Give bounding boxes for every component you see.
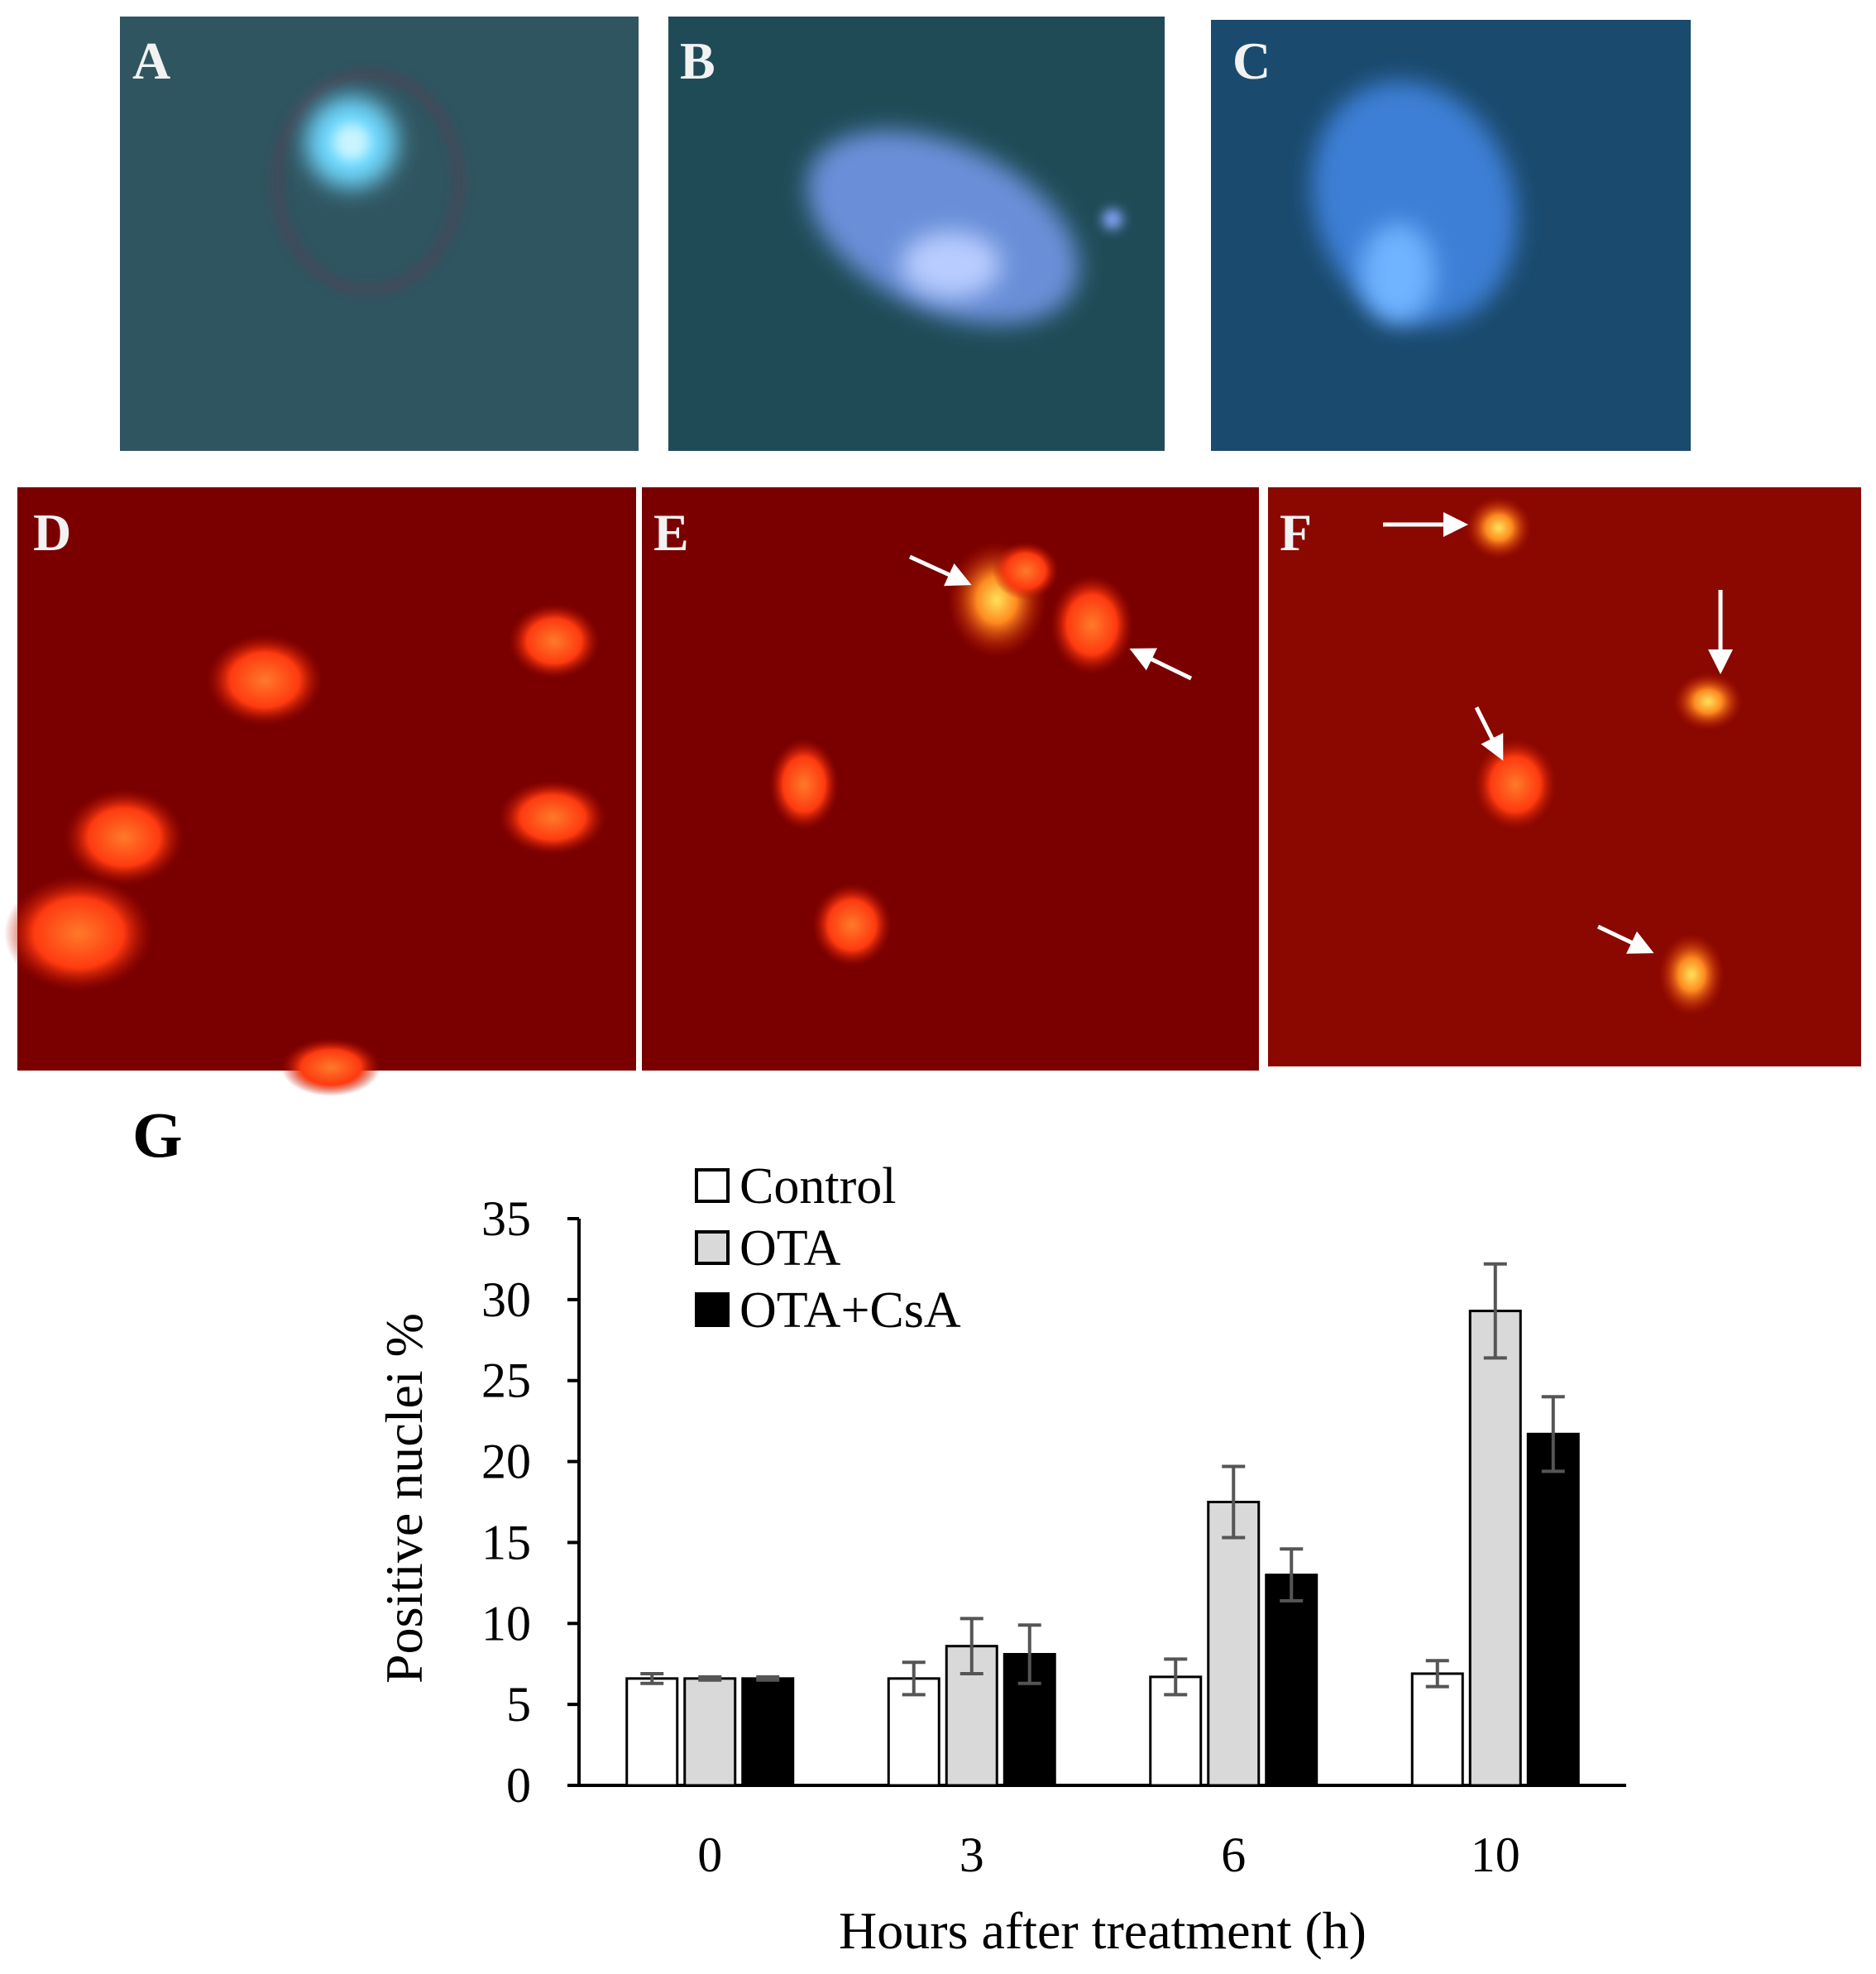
micrograph-e: E [642, 487, 1259, 1071]
bar [1526, 1432, 1580, 1787]
panel-label: A [132, 31, 170, 90]
y-tick-label: 15 [481, 1515, 531, 1569]
bar [1265, 1574, 1318, 1787]
error-bar [1425, 1659, 1449, 1689]
legend-swatch [695, 1168, 730, 1203]
panel-label: C [1232, 31, 1271, 90]
error-bar [1222, 1464, 1246, 1540]
error-bar [1280, 1547, 1304, 1603]
y-tick-label: 30 [481, 1272, 531, 1327]
error-bar [902, 1660, 926, 1697]
y-tick-label: 25 [481, 1354, 531, 1408]
x-tick-label: 3 [960, 1828, 984, 1882]
error-bar [756, 1675, 780, 1682]
y-tick-label: 10 [481, 1596, 531, 1651]
x-tick-label: 6 [1221, 1828, 1246, 1882]
panel-label: D [33, 503, 71, 562]
legend-label: OTA+CsA [739, 1282, 961, 1339]
error-bar [960, 1617, 983, 1675]
legend-swatch [695, 1230, 730, 1265]
panel-label: F [1280, 503, 1312, 562]
x-tick-label: 10 [1471, 1828, 1520, 1882]
bar [625, 1677, 679, 1787]
error-bar [1164, 1657, 1188, 1697]
y-axis-title: Positive nuclei % [375, 1313, 433, 1684]
bar [1207, 1501, 1261, 1787]
legend-label: Control [739, 1158, 896, 1215]
bar [1468, 1310, 1522, 1787]
error-bar [640, 1671, 664, 1685]
x-tick-label: 0 [697, 1828, 722, 1882]
y-tick-label: 0 [506, 1758, 531, 1813]
y-tick-label: 20 [481, 1435, 531, 1489]
y-tick-label: 5 [506, 1677, 531, 1732]
bar [741, 1677, 795, 1787]
y-tick-label: 35 [481, 1191, 531, 1246]
x-axis-title: Hours after treatment (h) [839, 1901, 1366, 1960]
micrograph-a: A [120, 17, 639, 451]
micrograph-f: F [1268, 487, 1861, 1066]
error-bar [1017, 1623, 1041, 1685]
error-bar [698, 1675, 722, 1682]
micrograph-b: B [668, 17, 1165, 451]
bar [1410, 1672, 1464, 1787]
legend-label: OTA [739, 1220, 841, 1277]
panel-label: G [132, 1099, 183, 1171]
error-bar [1483, 1262, 1507, 1360]
panel-label: E [653, 503, 689, 562]
panel-label: B [680, 31, 715, 90]
legend-swatch [695, 1292, 730, 1327]
bar [683, 1677, 737, 1787]
bar-chart: G Hours after treatment (h) Positive nuc… [132, 1099, 1626, 1960]
micrograph-d: D [4, 487, 636, 1096]
micrograph-c: C [1211, 20, 1691, 451]
error-bar [1541, 1395, 1565, 1473]
